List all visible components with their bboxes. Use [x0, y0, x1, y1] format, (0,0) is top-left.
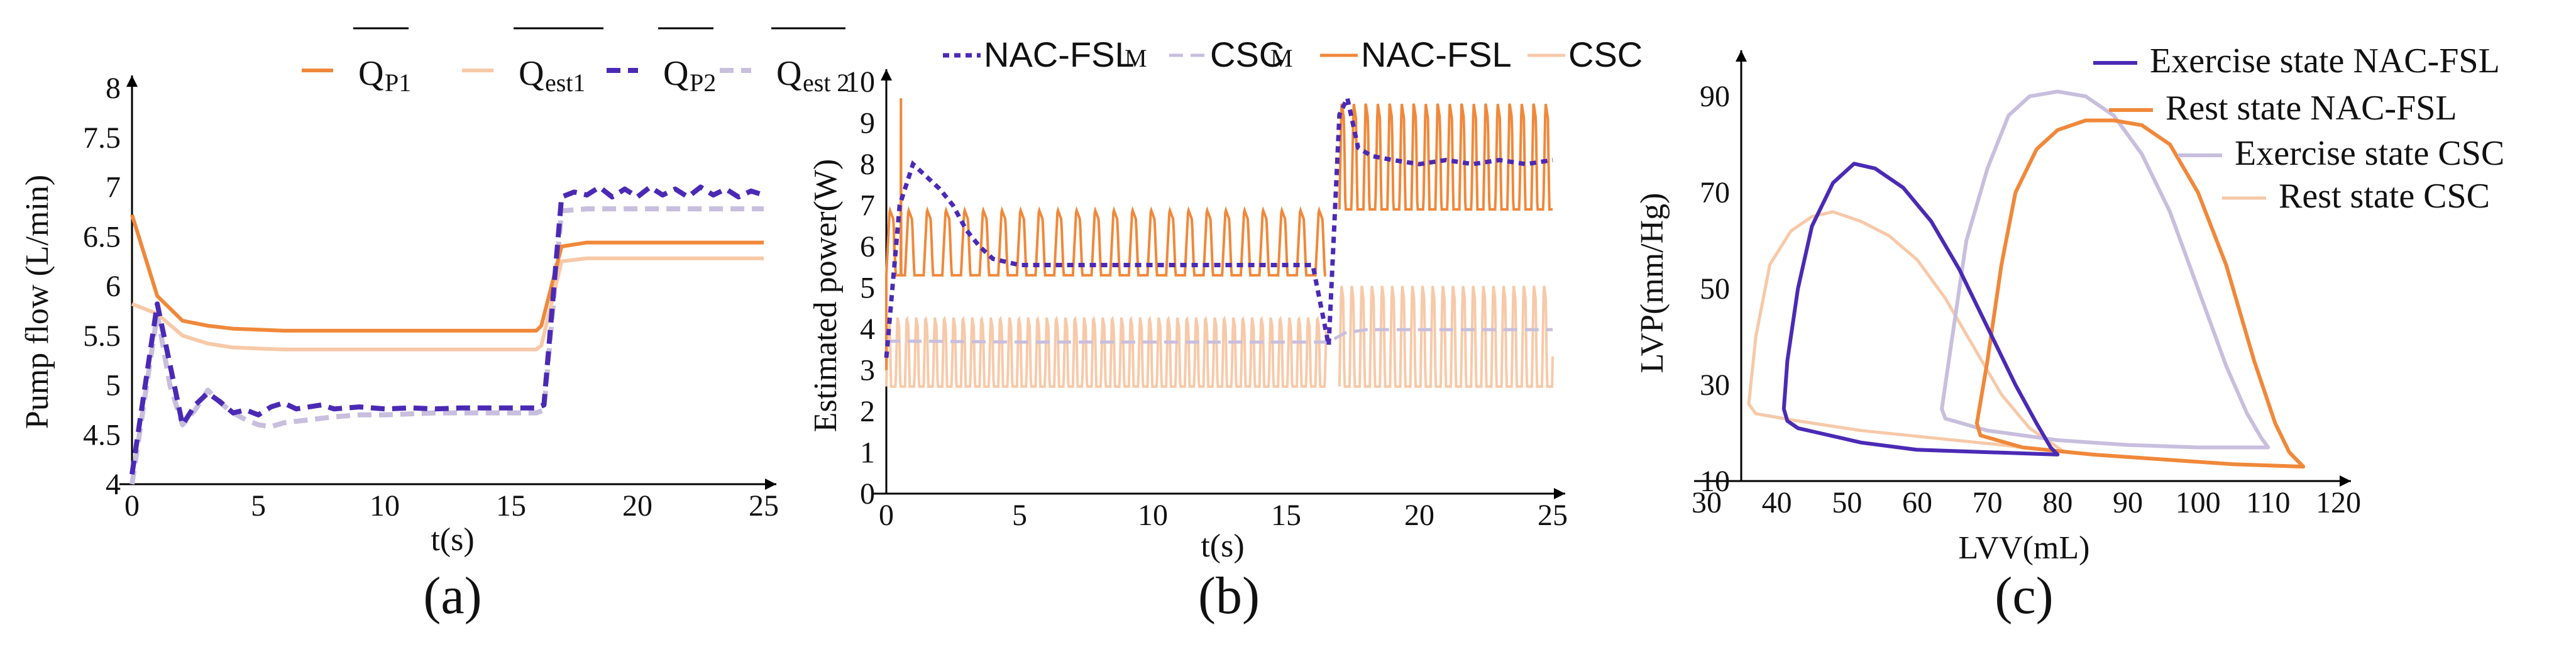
panel-a-ytick-label: 7.5 — [83, 121, 121, 155]
legend-b-label-2: NAC-FSL — [1361, 35, 1512, 74]
panel-a-y-arrow — [126, 75, 138, 87]
series-rest-state-csc — [1747, 210, 2066, 454]
panel-b-ytick-label: 10 — [845, 65, 875, 99]
panel-a-ytick-label: 8 — [106, 72, 121, 105]
panel-c-x-arrow — [2340, 475, 2351, 487]
panel-a-xtick-label: 20 — [622, 489, 652, 523]
series-nac-fslm — [884, 91, 1553, 358]
panel-a-x-arrow — [765, 479, 776, 490]
panel-b-xtick-label: 0 — [879, 499, 894, 532]
panel-a-ytick-label: 5 — [106, 369, 121, 402]
panel-c-xtick-label: 120 — [2316, 486, 2361, 519]
legend-b-sub-1: M — [1270, 44, 1293, 72]
panel-c-xtick-label: 30 — [1692, 486, 1722, 519]
panel-c-xtick-label: 110 — [2246, 486, 2290, 519]
panel-a-xlabel: t(s) — [431, 522, 474, 558]
panel-b-xlabel: t(s) — [1201, 528, 1244, 564]
panel-b-xtick-label: 5 — [1012, 499, 1027, 532]
panel-b-ytick-label: 6 — [860, 230, 875, 263]
series-qp1 — [130, 214, 764, 333]
panel-a-xtick-label: 0 — [124, 489, 140, 523]
panel-b-ytick-label: 1 — [860, 436, 875, 470]
panel-a-ytick-label: 4.5 — [83, 418, 121, 451]
panel-b-ylabel: Estimated power(W) — [808, 159, 844, 433]
panel-a-ylabel: Pump flow (L/min) — [19, 175, 55, 429]
panel-a-xtick-label: 10 — [370, 489, 400, 523]
series-nac-fsl — [885, 98, 1553, 370]
panel-b-xtick-label: 10 — [1138, 499, 1168, 532]
panel-c-xtick-label: 80 — [2042, 486, 2072, 519]
panel-b-x-arrow — [1554, 488, 1565, 499]
panel-c-xlabel: LVV(mL) — [1959, 530, 2090, 566]
panel-c-ytick-label: 90 — [1700, 80, 1730, 113]
series-exercise-state-csc — [1940, 89, 2271, 450]
panel-b-ytick-label: 0 — [860, 477, 875, 511]
panel-a-xtick-label: 15 — [496, 489, 526, 523]
panel-c-ytick-label: 50 — [1700, 272, 1730, 306]
panel-c-xtick-label: 50 — [1832, 486, 1862, 519]
panel-a-ytick-label: 5.5 — [83, 319, 121, 353]
panel-b-ytick-label: 5 — [860, 272, 875, 305]
panel-b-ytick-label: 3 — [860, 354, 875, 387]
panel-c-xtick-label: 100 — [2176, 486, 2221, 519]
panel-a-xtick-label: 5 — [251, 489, 266, 523]
panel-a-ytick-label: 4 — [106, 468, 121, 501]
series-qest1 — [131, 256, 764, 352]
series-csc — [885, 285, 1554, 388]
legend-b-label-1: CSC — [1210, 35, 1284, 74]
panel-c-ytick-label: 30 — [1700, 368, 1730, 402]
panel-b-xtick-label: 20 — [1404, 499, 1434, 532]
legend-a-sub-3: est 2 — [803, 69, 849, 97]
panel-b-ytick-label: 8 — [860, 148, 875, 181]
legend-a-label-1: Q — [519, 54, 544, 93]
panel-b-ytick-label: 7 — [860, 189, 875, 223]
legend-b-label-3: CSC — [1568, 35, 1643, 74]
panel-a-caption: (a) — [423, 567, 482, 625]
panel-c-ylabel: LVP(mm/Hg) — [1634, 193, 1670, 374]
panel-a-xtick-label: 25 — [749, 489, 779, 523]
panel-b-xtick-label: 25 — [1538, 499, 1568, 532]
panel-c-xtick-label: 40 — [1762, 486, 1792, 519]
legend-a-label-2: Q — [663, 54, 688, 93]
series-rest-state-nac-fsl — [1974, 118, 2306, 469]
panel-c-xtick-label: 90 — [2113, 486, 2143, 519]
panel-b-ytick-label: 4 — [860, 313, 875, 346]
legend-b-label-0: NAC-FSL — [984, 35, 1135, 74]
panel-b-ytick-label: 2 — [860, 395, 875, 428]
panel-b-caption: (b) — [1198, 567, 1260, 625]
series-exercise-state-nac-fsl — [1781, 162, 2060, 457]
panel-c-xtick-label: 70 — [1973, 486, 2003, 519]
legend-c-label-0: Exercise state NAC-FSL — [2150, 42, 2500, 80]
panel-b-estimated-power: Estimated power(W) t(s) (b) 012345678910… — [808, 35, 1643, 625]
legend-a-label-3: Q — [776, 54, 801, 93]
panel-a-pump-flow: Pump flow (L/min) t(s) (a) 4 4.5 5 5.5 6 6.5 7… — [19, 27, 849, 625]
legend-c-label-2: Exercise state CSC — [2235, 134, 2504, 173]
legend-a-sub-0: P1 — [385, 69, 411, 97]
panel-b-y-arrow — [881, 69, 892, 80]
panel-c-y-arrow — [1736, 50, 1747, 62]
series-qp2 — [129, 184, 765, 475]
legend-c-label-1: Rest state NAC-FSL — [2166, 89, 2457, 128]
panel-c-ytick-label: 10 — [1700, 465, 1730, 498]
panel-b-xtick-label: 15 — [1271, 499, 1301, 532]
panel-c-ytick-label: 70 — [1700, 176, 1730, 209]
panel-c-xtick-label: 60 — [1902, 486, 1932, 519]
legend-b-sub-0: M — [1125, 44, 1147, 72]
legend-c-label-3: Rest state CSC — [2279, 177, 2490, 216]
legend-a-sub-2: P2 — [690, 69, 716, 97]
legend-a-label-0: Q — [358, 54, 383, 93]
panel-a-ytick-label: 6 — [106, 270, 121, 303]
legend-a-sub-1: est1 — [545, 69, 585, 97]
panel-c-caption: (c) — [1995, 567, 2053, 625]
panel-a-ytick-label: 6.5 — [83, 220, 121, 253]
panel-a-ytick-label: 7 — [106, 171, 121, 204]
panel-b-ytick-label: 9 — [860, 107, 875, 140]
